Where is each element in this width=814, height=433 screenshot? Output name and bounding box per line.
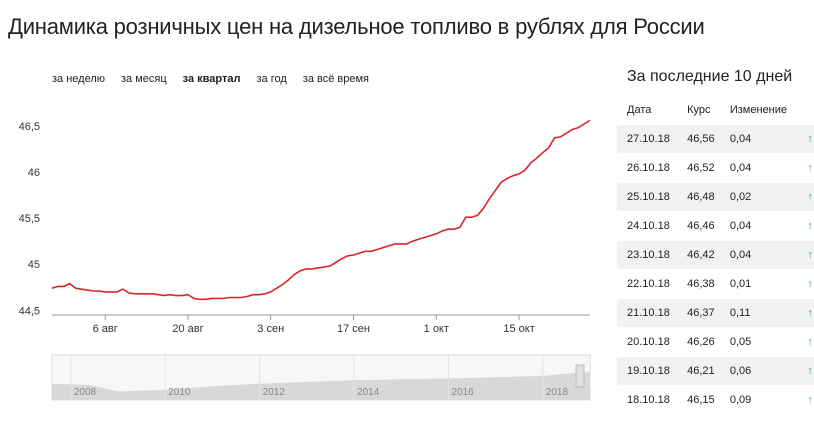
page-title: Динамика розничных цен на дизельное топл…	[8, 14, 705, 39]
up-arrow-icon: ↑	[796, 124, 814, 154]
cell-rate: 46,21	[677, 356, 720, 386]
navigator-year-label: 2008	[74, 387, 97, 398]
cell-date: 23.10.18	[617, 240, 678, 270]
table-row: 23.10.18 46,42 0,04 ↑	[617, 240, 814, 270]
cell-change: 0,04	[719, 240, 797, 270]
cell-date: 26.10.18	[617, 153, 678, 183]
period-month[interactable]: за месяц	[121, 73, 167, 85]
cell-date: 24.10.18	[617, 211, 678, 241]
rates-body: 27.10.18 46,56 0,04 ↑ 26.10.18 46,52 0,04 ↑ 25.1…	[617, 124, 814, 414]
cell-date: 27.10.18	[617, 124, 678, 154]
x-tick-label: 15 окт	[503, 323, 534, 335]
table-row: 19.10.18 46,21 0,06 ↑	[617, 356, 814, 386]
y-tick-label: 44,5	[19, 305, 40, 317]
up-arrow-icon: ↑	[796, 356, 814, 386]
cell-date: 22.10.18	[617, 269, 678, 299]
y-tick-label: 45,5	[19, 213, 40, 225]
table-row: 22.10.18 46,38 0,01 ↑	[617, 269, 814, 299]
y-tick-label: 46,5	[19, 121, 40, 133]
cell-date: 25.10.18	[617, 182, 678, 212]
cell-change: 0,05	[719, 327, 797, 357]
cell-change: 0,04	[719, 124, 797, 154]
table-row: 21.10.18 46,37 0,11 ↑	[617, 298, 814, 328]
table-row: 18.10.18 46,15 0,09 ↑	[617, 385, 814, 414]
cell-rate: 46,48	[677, 182, 720, 212]
navigator-year-label: 2010	[168, 387, 191, 398]
cell-date: 18.10.18	[617, 385, 678, 414]
cell-change: 0,04	[719, 211, 797, 241]
up-arrow-icon: ↑	[796, 385, 814, 414]
cell-date: 19.10.18	[617, 356, 678, 386]
y-tick-label: 45	[28, 259, 40, 271]
cell-change: 0,11	[719, 298, 797, 328]
cell-rate: 46,15	[677, 385, 720, 414]
navigator-year-label: 2014	[357, 387, 380, 398]
period-all-time[interactable]: за всё время	[302, 73, 369, 85]
header-change: Изменение	[729, 104, 788, 116]
cell-rate: 46,42	[677, 240, 720, 270]
cell-rate: 46,52	[677, 153, 720, 183]
table-row: 25.10.18 46,48 0,02 ↑	[617, 182, 814, 212]
table-row: 24.10.18 46,46 0,04 ↑	[617, 211, 814, 241]
up-arrow-icon: ↑	[796, 327, 814, 357]
up-arrow-icon: ↑	[796, 153, 814, 183]
x-tick-label: 6 авг	[93, 323, 118, 335]
series-line	[51, 119, 591, 301]
cell-change: 0,01	[719, 269, 797, 299]
y-tick-label: 46	[28, 167, 40, 179]
x-tick-label: 20 авг	[172, 323, 203, 335]
navigator-year-label: 2012	[263, 387, 286, 398]
cell-rate: 46,46	[677, 211, 720, 241]
period-year[interactable]: за год	[256, 73, 287, 85]
up-arrow-icon: ↑	[796, 240, 814, 270]
cell-rate: 46,37	[677, 298, 720, 328]
x-tick-marks	[104, 315, 520, 320]
cell-rate: 46,26	[677, 327, 720, 357]
cell-change: 0,02	[719, 182, 797, 212]
x-tick-label: 3 сен	[257, 323, 284, 335]
up-arrow-icon: ↑	[796, 298, 814, 328]
up-arrow-icon: ↑	[796, 269, 814, 299]
period-selector: за неделю за месяц за квартал за год за …	[52, 73, 385, 85]
x-tick-label: 17 сен	[337, 323, 370, 335]
cell-change: 0,09	[719, 385, 797, 414]
cell-date: 21.10.18	[617, 298, 678, 328]
navigator-year-label: 2016	[451, 387, 474, 398]
range-navigator[interactable]: 2008 2010 2012 2014 2016 2018	[51, 354, 591, 401]
table-header-row: Дата Курс Изменение	[617, 96, 814, 125]
up-arrow-icon: ↑	[796, 211, 814, 241]
cell-change: 0,04	[719, 153, 797, 183]
header-date: Дата	[627, 104, 652, 116]
last-10-days-panel: За последние 10 дней Дата Курс Изменение…	[617, 60, 814, 414]
table-row: 27.10.18 46,56 0,04 ↑	[617, 124, 814, 154]
header-arrow	[796, 96, 814, 125]
cell-date: 20.10.18	[617, 327, 678, 357]
cell-change: 0,06	[719, 356, 797, 386]
navigator-handle[interactable]	[575, 364, 585, 388]
x-tick-label: 1 окт	[424, 323, 449, 335]
table-row: 26.10.18 46,52 0,04 ↑	[617, 153, 814, 183]
cell-rate: 46,56	[677, 124, 720, 154]
up-arrow-icon: ↑	[796, 182, 814, 212]
side-panel-title: За последние 10 дней	[627, 68, 793, 85]
price-chart: 46,5 46 45,5 45 44,5 6 авг 20 авг 3 сен 17 сен 1…	[19, 119, 591, 401]
x-axis: 6 авг 20 авг 3 сен 17 сен 1 окт 15 окт	[93, 323, 535, 335]
table-row: 20.10.18 46,26 0,05 ↑	[617, 327, 814, 357]
navigator-area	[52, 372, 590, 400]
rates-table: Дата Курс Изменение 27.10.18 46,56 0,04 ↑ 26…	[617, 96, 814, 414]
navigator-year-label: 2018	[546, 387, 569, 398]
period-quarter[interactable]: за квартал	[182, 73, 241, 85]
navigator-years: 2008 2010 2012 2014 2016 2018	[70, 355, 569, 400]
header-rate: Курс	[687, 104, 711, 116]
y-axis: 46,5 46 45,5 45 44,5	[19, 121, 40, 318]
cell-rate: 46,38	[677, 269, 720, 299]
period-week[interactable]: за неделю	[52, 73, 106, 85]
